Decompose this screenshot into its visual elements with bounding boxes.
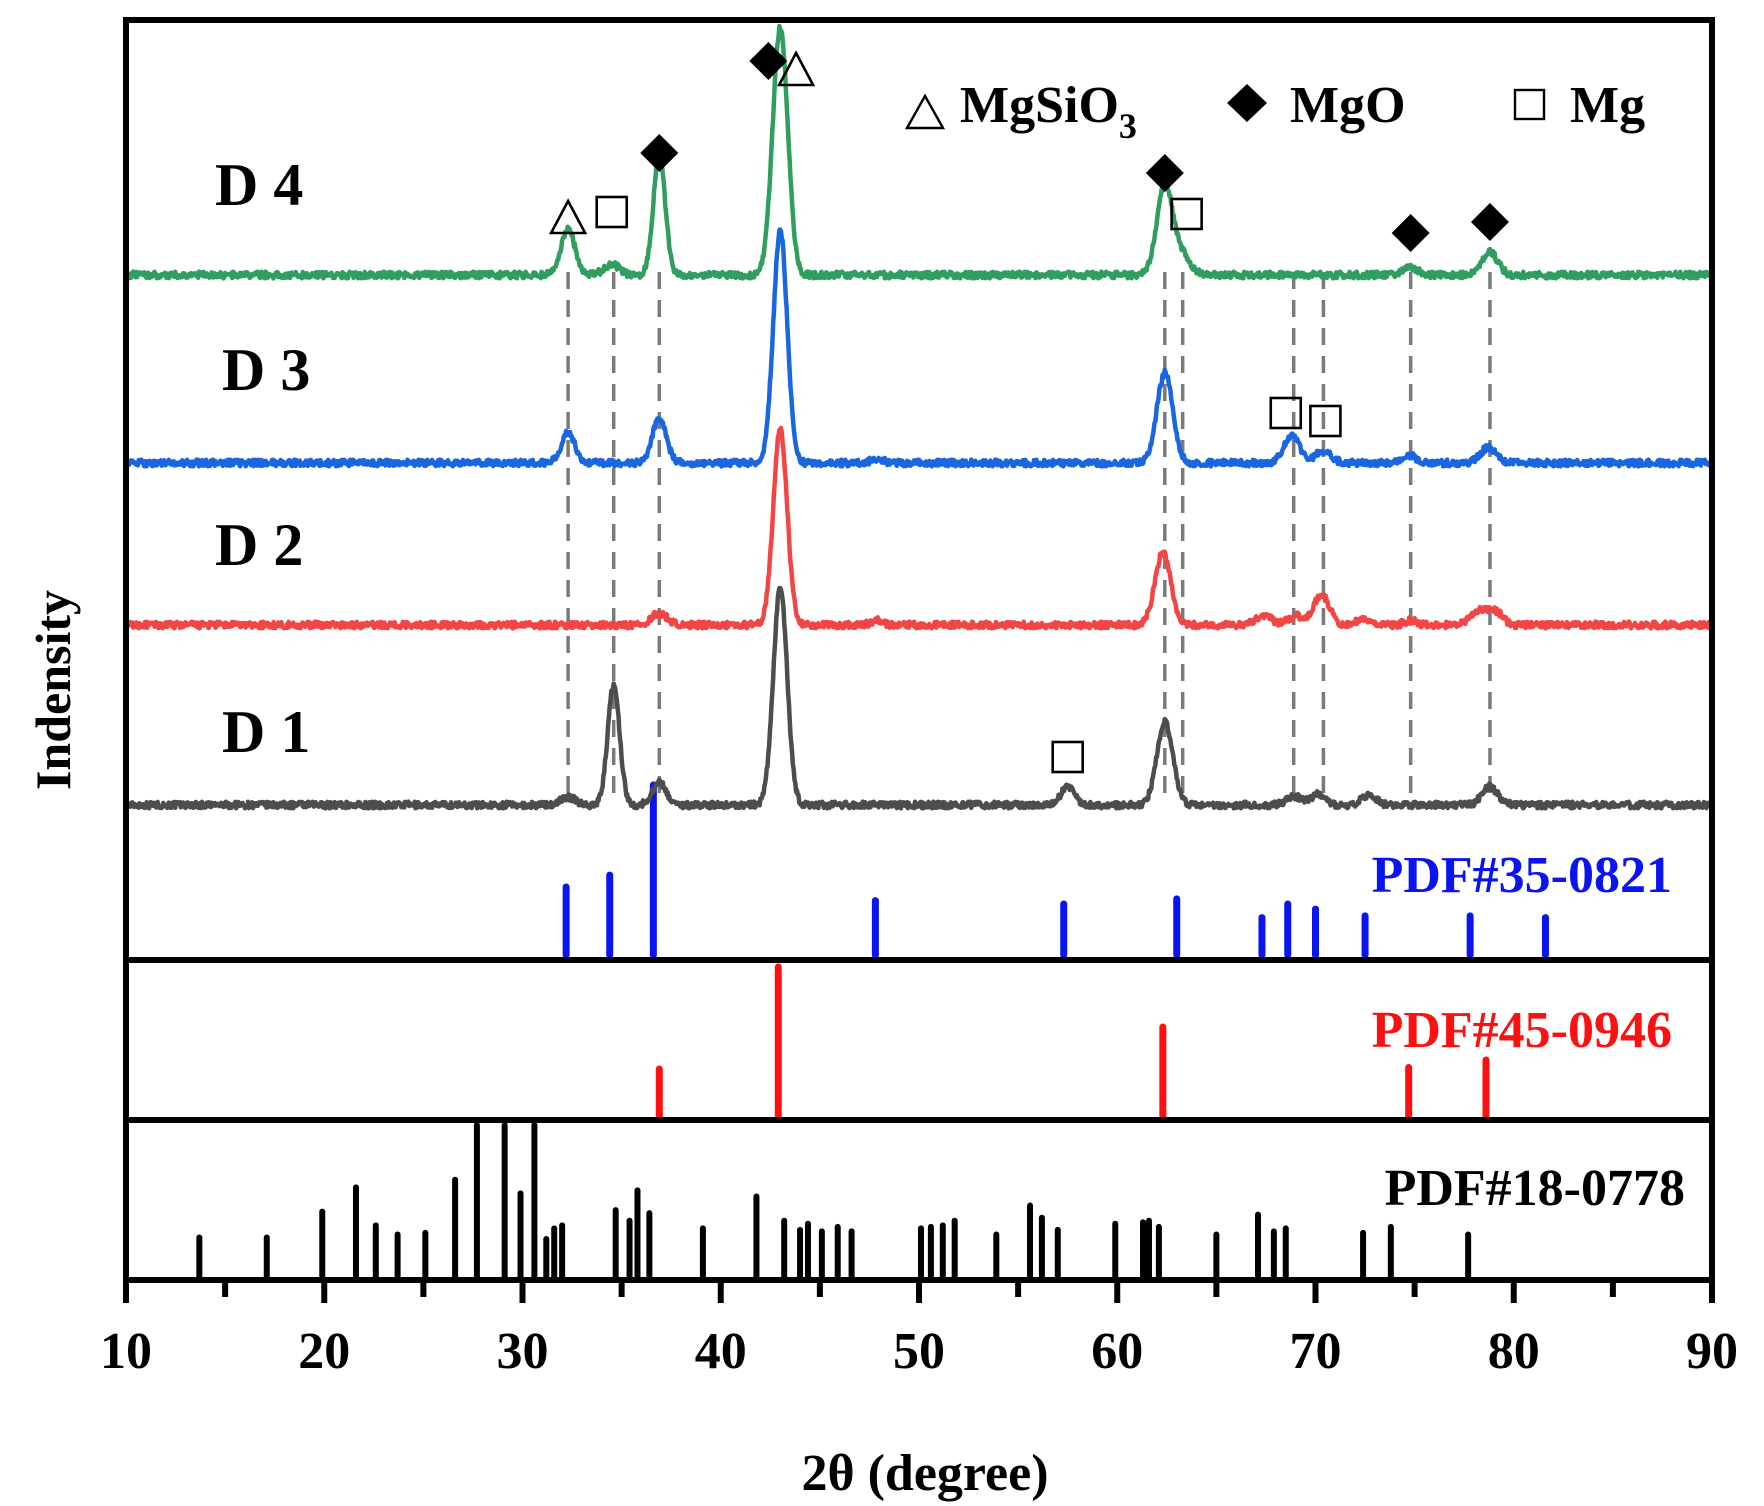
xrd-traces bbox=[123, 23, 1715, 811]
peak-markers bbox=[548, 42, 1509, 774]
ref-label-45-0946: PDF#45-0946 bbox=[1372, 1002, 1672, 1059]
plot-frame-1 bbox=[123, 17, 1715, 963]
axis-ticks bbox=[123, 1280, 1715, 1303]
plot-frames bbox=[123, 17, 1715, 1283]
x-tick-label: 70 bbox=[1290, 1323, 1342, 1380]
legend-triangle-icon bbox=[904, 93, 946, 130]
x-tick-label: 60 bbox=[1091, 1323, 1143, 1380]
ref-label-35-0821: PDF#35-0821 bbox=[1372, 847, 1672, 904]
square-marker-icon bbox=[1309, 404, 1342, 438]
series-label-d3: D 3 bbox=[222, 337, 310, 403]
series-label-d1: D 1 bbox=[222, 699, 310, 765]
triangle-marker-icon bbox=[548, 198, 588, 235]
diamond-marker-icon bbox=[640, 134, 679, 172]
x-tick-labels: 10 20 30 40 50 60 70 80 90 bbox=[100, 1323, 1738, 1380]
square-marker-icon bbox=[1051, 740, 1084, 774]
legend-label-mg: Mg bbox=[1570, 77, 1645, 134]
legend-diamond-icon bbox=[1227, 84, 1267, 122]
legend-label-mgsio3: MgSiO3 bbox=[960, 77, 1137, 146]
trace-d4 bbox=[123, 23, 1715, 281]
ref-label-18-0778: PDF#18-0778 bbox=[1385, 1160, 1685, 1217]
series-label-d2: D 2 bbox=[215, 512, 303, 578]
trace-d2 bbox=[123, 425, 1715, 631]
square-marker-icon bbox=[1269, 396, 1303, 430]
triangle-marker-icon bbox=[776, 50, 816, 87]
trace-d1 bbox=[123, 585, 1714, 811]
legend-square-icon bbox=[1513, 88, 1546, 121]
legend-label-mgo: MgO bbox=[1290, 77, 1406, 134]
x-tick-label: 50 bbox=[893, 1323, 945, 1380]
legend: MgSiO3 MgO Mg bbox=[904, 77, 1645, 146]
x-axis-label: 2θ (degree) bbox=[801, 1445, 1048, 1502]
series-label-d4: D 4 bbox=[215, 152, 303, 218]
diamond-marker-icon bbox=[1470, 203, 1509, 241]
guide-lines bbox=[566, 272, 1492, 800]
x-tick-label: 90 bbox=[1686, 1323, 1738, 1380]
square-marker-icon bbox=[1170, 197, 1203, 231]
x-tick-label: 80 bbox=[1488, 1323, 1540, 1380]
x-tick-label: 40 bbox=[695, 1323, 747, 1380]
diamond-marker-icon bbox=[1145, 154, 1184, 192]
x-tick-label: 10 bbox=[100, 1323, 152, 1380]
x-tick-label: 30 bbox=[497, 1323, 549, 1380]
trace-d3 bbox=[124, 227, 1714, 469]
diamond-marker-icon bbox=[1391, 214, 1430, 252]
x-tick-label: 20 bbox=[298, 1323, 350, 1380]
reference-lines bbox=[196, 781, 1549, 1280]
y-axis-label: Indensity bbox=[25, 590, 81, 790]
diamond-marker-icon bbox=[749, 42, 788, 80]
square-marker-icon bbox=[595, 195, 629, 229]
